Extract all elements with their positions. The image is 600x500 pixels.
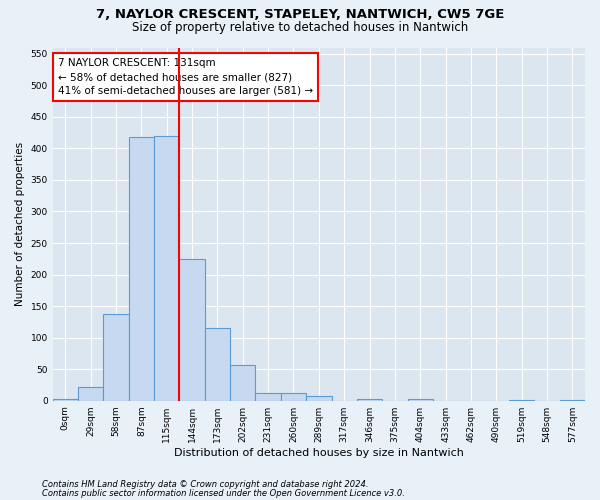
Text: 7, NAYLOR CRESCENT, STAPELEY, NANTWICH, CW5 7GE: 7, NAYLOR CRESCENT, STAPELEY, NANTWICH, …	[96, 8, 504, 20]
Bar	[205, 328, 230, 400]
Text: Size of property relative to detached houses in Nantwich: Size of property relative to detached ho…	[132, 21, 468, 34]
Text: 7 NAYLOR CRESCENT: 131sqm
← 58% of detached houses are smaller (827)
41% of semi: 7 NAYLOR CRESCENT: 131sqm ← 58% of detac…	[58, 58, 313, 96]
Bar	[306, 396, 332, 400]
X-axis label: Distribution of detached houses by size in Nantwich: Distribution of detached houses by size …	[174, 448, 464, 458]
Y-axis label: Number of detached properties: Number of detached properties	[15, 142, 25, 306]
Text: Contains HM Land Registry data © Crown copyright and database right 2024.: Contains HM Land Registry data © Crown c…	[42, 480, 368, 489]
Bar	[256, 392, 281, 400]
Bar	[179, 259, 205, 400]
Bar	[154, 136, 179, 400]
Bar	[103, 314, 129, 400]
Bar	[129, 137, 154, 400]
Bar	[78, 387, 103, 400]
Text: Contains public sector information licensed under the Open Government Licence v3: Contains public sector information licen…	[42, 488, 405, 498]
Bar	[281, 392, 306, 400]
Bar	[230, 365, 256, 400]
